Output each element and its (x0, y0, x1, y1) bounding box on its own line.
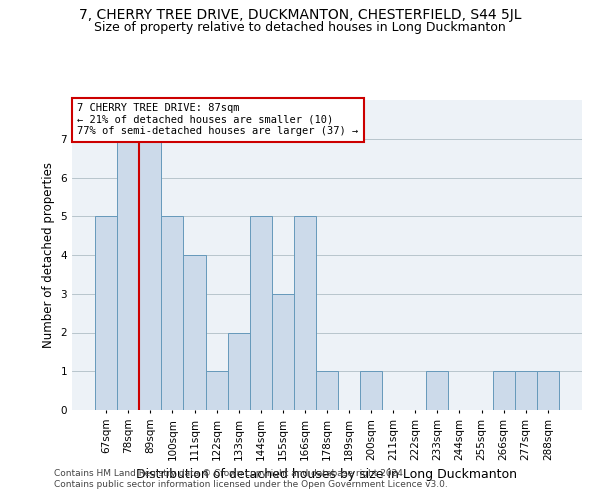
Bar (117, 138, 139, 410)
Bar (515, 371, 537, 410)
Bar (537, 371, 559, 410)
Bar (493, 371, 515, 410)
Text: 7 CHERRY TREE DRIVE: 87sqm
← 21% of detached houses are smaller (10)
77% of semi: 7 CHERRY TREE DRIVE: 87sqm ← 21% of deta… (77, 103, 358, 136)
Y-axis label: Number of detached properties: Number of detached properties (42, 162, 55, 348)
Bar (427, 371, 448, 410)
Bar (227, 332, 250, 410)
Bar (316, 371, 338, 410)
Bar (360, 371, 382, 410)
Text: Contains HM Land Registry data © Crown copyright and database right 2024.: Contains HM Land Registry data © Crown c… (54, 468, 406, 477)
Bar (95, 216, 117, 410)
Bar (206, 371, 227, 410)
Text: Size of property relative to detached houses in Long Duckmanton: Size of property relative to detached ho… (94, 21, 506, 34)
Bar (294, 216, 316, 410)
Bar (272, 294, 294, 410)
Bar (161, 216, 184, 410)
Bar (184, 255, 206, 410)
Text: 7, CHERRY TREE DRIVE, DUCKMANTON, CHESTERFIELD, S44 5JL: 7, CHERRY TREE DRIVE, DUCKMANTON, CHESTE… (79, 8, 521, 22)
Text: Contains public sector information licensed under the Open Government Licence v3: Contains public sector information licen… (54, 480, 448, 489)
Bar (139, 138, 161, 410)
X-axis label: Distribution of detached houses by size in Long Duckmanton: Distribution of detached houses by size … (137, 468, 517, 481)
Bar (250, 216, 272, 410)
